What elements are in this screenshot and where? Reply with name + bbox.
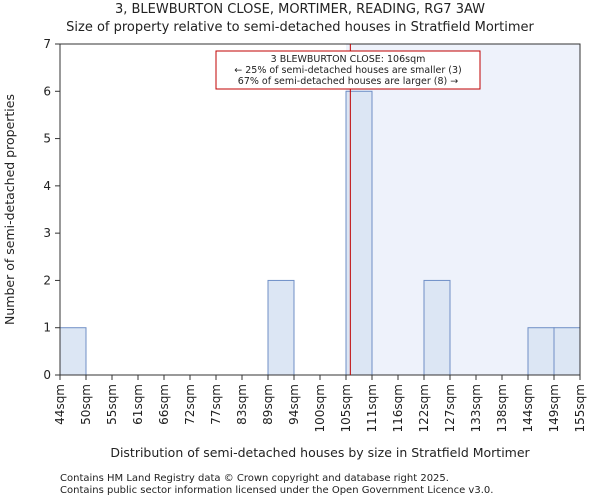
x-tick-label: 55sqm: [105, 384, 119, 425]
annotation-line-1: 3 BLEWBURTON CLOSE: 106sqm: [271, 54, 426, 65]
y-tick-label: 3: [43, 226, 51, 240]
x-tick-label: 50sqm: [79, 384, 93, 425]
y-tick-label: 2: [43, 273, 51, 287]
highlight-band: [346, 44, 580, 375]
x-tick-label: 44sqm: [53, 384, 67, 425]
x-tick-label: 105sqm: [339, 384, 353, 432]
y-tick-label: 1: [43, 321, 51, 335]
bar-144sqm: [527, 327, 555, 376]
x-tick-label: 72sqm: [183, 384, 197, 425]
annotation-line-3: 67% of semi-detached houses are larger (…: [238, 76, 458, 87]
x-tick-label: 83sqm: [235, 384, 249, 425]
x-axis-label: Distribution of semi-detached houses by …: [110, 445, 530, 460]
y-tick-label: 0: [43, 368, 51, 382]
x-tick-label: 155sqm: [573, 384, 587, 432]
footer-copyright: Contains HM Land Registry data © Crown c…: [60, 473, 449, 484]
bar-149sqm: [553, 327, 581, 376]
y-tick-label: 7: [43, 37, 51, 51]
x-tick-label: 66sqm: [157, 384, 171, 425]
footer-licence: Contains public sector information licen…: [60, 485, 494, 496]
x-tick-label: 89sqm: [261, 384, 275, 425]
x-tick-label: 61sqm: [131, 384, 145, 425]
x-tick-label: 94sqm: [287, 384, 301, 425]
x-tick-label: 144sqm: [521, 384, 535, 432]
x-tick-label: 77sqm: [209, 384, 223, 425]
x-tick-label: 138sqm: [495, 384, 509, 432]
x-tick-label: 100sqm: [313, 384, 327, 432]
x-tick-label: 133sqm: [469, 384, 483, 432]
annotation-box: [215, 50, 481, 90]
annotation-line-2: ← 25% of semi-detached houses are smalle…: [234, 65, 462, 76]
chart-title: 3, BLEWBURTON CLOSE, MORTIMER, READING, …: [114, 2, 486, 17]
bar-122sqm: [423, 279, 451, 376]
y-tick-label: 5: [43, 132, 51, 146]
bar-44sqm: [59, 327, 87, 376]
chart-subtitle: Size of property relative to semi-detach…: [66, 20, 534, 35]
x-tick-label: 149sqm: [547, 384, 561, 432]
x-tick-label: 127sqm: [443, 384, 457, 432]
y-axis-label: Number of semi-detached properties: [2, 94, 17, 325]
y-tick-label: 4: [43, 179, 51, 193]
x-tick-label: 116sqm: [391, 384, 405, 432]
x-tick-label: 122sqm: [417, 384, 431, 432]
bar-89sqm: [267, 279, 295, 376]
y-tick-label: 6: [43, 84, 51, 98]
x-tick-label: 111sqm: [365, 384, 379, 432]
